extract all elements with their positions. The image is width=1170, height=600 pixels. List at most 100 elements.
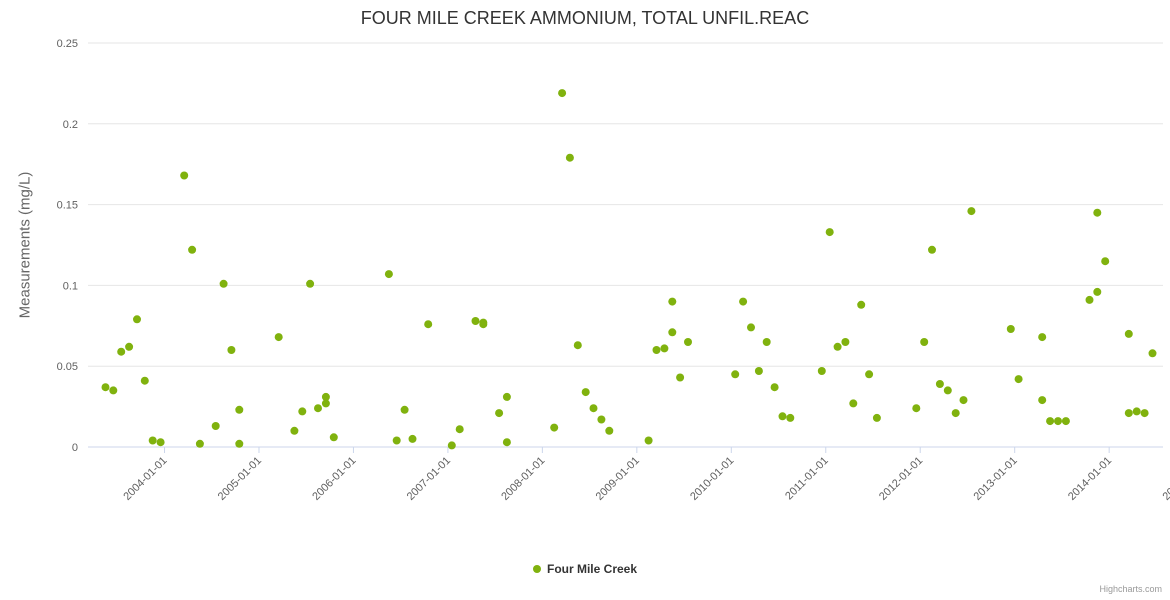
data-point[interactable] [865,370,874,379]
data-point[interactable] [668,328,677,337]
data-point[interactable] [920,338,929,346]
data-point[interactable] [817,367,826,375]
data-point[interactable] [479,320,488,329]
data-point[interactable] [660,344,669,353]
data-point[interactable] [502,392,511,401]
data-point[interactable] [739,297,748,306]
data-point[interactable] [219,279,228,288]
data-point[interactable] [471,317,480,325]
data-point[interactable] [1124,329,1133,338]
data-point[interactable] [384,270,393,279]
data-point[interactable] [565,153,574,162]
data-point[interactable] [833,342,842,351]
data-point[interactable] [1101,257,1110,266]
data-point[interactable] [314,404,322,413]
data-point[interactable] [1093,208,1102,217]
data-point[interactable] [778,412,787,421]
data-point[interactable] [455,425,464,434]
data-point[interactable] [321,399,330,408]
data-point[interactable] [959,396,968,405]
data-point[interactable] [148,436,157,445]
data-point[interactable] [140,376,149,385]
x-axis-tick-label: 2007-01-01 [405,455,453,503]
data-point[interactable] [400,405,409,414]
data-point[interactable] [1061,417,1070,426]
data-point[interactable] [1014,375,1023,384]
data-point[interactable] [156,438,165,447]
data-point[interactable] [652,346,661,354]
data-point[interactable] [125,342,134,351]
data-point[interactable] [770,383,779,392]
data-point[interactable] [495,409,504,418]
data-point[interactable] [676,373,685,382]
legend-item[interactable]: Four Mile Creek [0,562,1170,576]
data-point[interactable] [935,380,944,388]
data-point[interactable] [306,279,315,288]
data-point[interactable] [298,407,307,416]
data-point[interactable] [754,367,763,375]
data-point[interactable] [101,383,110,392]
data-point[interactable] [1140,409,1149,418]
data-point[interactable] [447,441,456,450]
data-point[interactable] [117,347,126,356]
data-point[interactable] [227,346,236,354]
data-point[interactable] [1054,417,1062,426]
data-point[interactable] [589,404,598,413]
data-point[interactable] [841,338,850,346]
data-point[interactable] [747,323,755,332]
x-axis-tick-label: 2012-01-01 [877,455,925,503]
data-point[interactable] [329,433,338,442]
data-point[interactable] [849,399,858,408]
data-point[interactable] [550,423,559,432]
data-point[interactable] [195,439,204,448]
data-point[interactable] [1132,407,1141,416]
data-point[interactable] [762,338,771,346]
data-point[interactable] [408,434,417,443]
data-point[interactable] [321,392,330,401]
data-point[interactable] [943,386,952,395]
data-point[interactable] [1046,417,1055,426]
data-point[interactable] [825,228,834,237]
data-point[interactable] [1148,349,1157,358]
data-point[interactable] [1038,333,1047,342]
x-axis-tick-label: 2014-01-01 [1066,455,1114,503]
data-point[interactable] [605,426,614,435]
data-point[interactable] [424,320,433,329]
data-point[interactable] [235,405,244,414]
data-point[interactable] [1093,287,1102,296]
data-point[interactable] [872,413,881,422]
data-point[interactable] [211,422,220,430]
data-point[interactable] [235,439,244,448]
data-point[interactable] [188,245,197,254]
data-point[interactable] [1038,396,1047,405]
data-point[interactable] [1124,409,1133,418]
data-point[interactable] [392,436,401,445]
credits-link[interactable]: Highcharts.com [1099,584,1162,594]
data-point[interactable] [502,438,511,447]
data-point[interactable] [597,415,606,424]
data-point[interactable] [684,338,692,346]
data-point[interactable] [1006,325,1015,333]
data-point[interactable] [644,436,653,445]
data-point[interactable] [967,207,976,216]
data-point[interactable] [951,409,960,418]
data-point[interactable] [290,426,299,435]
x-axis-tick-label: 2009-01-01 [594,455,642,503]
data-point[interactable] [928,245,936,254]
data-point[interactable] [786,413,795,422]
data-point[interactable] [109,386,118,395]
data-point[interactable] [731,370,740,379]
data-point[interactable] [857,300,866,309]
data-point[interactable] [912,404,921,413]
data-point[interactable] [668,297,677,306]
data-point[interactable] [558,89,567,98]
x-axis-tick-label: 2006-01-01 [310,455,358,503]
data-point[interactable] [180,171,189,180]
y-axis-tick-label: 0.25 [57,38,78,50]
data-point[interactable] [133,315,141,324]
data-point[interactable] [573,341,582,350]
x-axis-tick-label: 2011-01-01 [783,455,831,503]
data-point[interactable] [1085,295,1094,304]
data-point[interactable] [274,333,283,342]
data-point[interactable] [581,388,590,397]
